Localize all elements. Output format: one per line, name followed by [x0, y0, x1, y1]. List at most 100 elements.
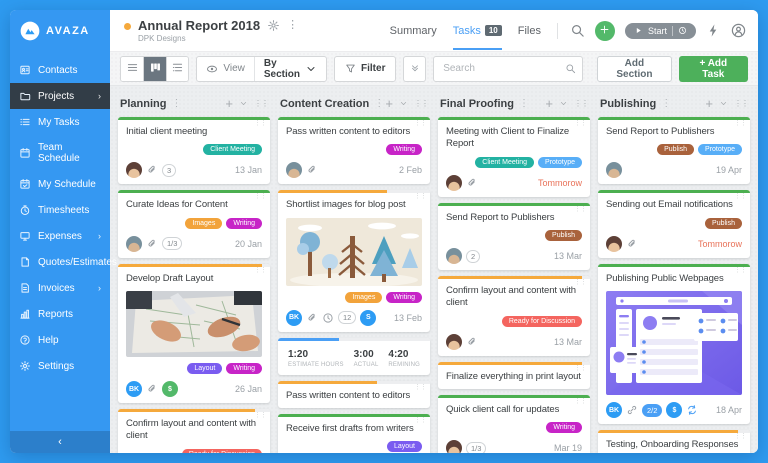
account-avatar-button[interactable]	[731, 23, 746, 38]
task-card[interactable]: ⋮⋮ Confirm layout and content with client…	[118, 409, 270, 453]
assignee-avatar[interactable]: BK	[606, 402, 622, 419]
assignee-avatar[interactable]	[606, 235, 622, 252]
kebab-icon[interactable]: ⋮	[171, 98, 182, 109]
project-menu-kebab-icon[interactable]: ⋮	[287, 19, 299, 31]
add-task-to-column-icon[interactable]: +	[545, 96, 553, 111]
assignee-avatar[interactable]	[126, 162, 142, 179]
task-card[interactable]: ⋮⋮ Pass written content to editors Writing…	[278, 117, 430, 185]
sidebar-item-invoices[interactable]: Invoices ›	[10, 275, 110, 301]
add-task-to-column-icon[interactable]: +	[225, 96, 233, 111]
add-task-to-column-icon[interactable]: +	[705, 96, 713, 111]
sidebar-item-reports[interactable]: Reports	[10, 301, 110, 327]
add-section-button[interactable]: Add Section	[597, 55, 672, 82]
sidebar-item-timesheets[interactable]: Timesheets	[10, 197, 110, 223]
add-task-to-column-icon[interactable]: +	[385, 96, 393, 111]
drag-handle-icon[interactable]: ⋮⋮	[734, 99, 749, 108]
start-timer-button[interactable]: Start	[624, 22, 696, 39]
task-card[interactable]: ⋮⋮ Confirm layout and content with client…	[438, 276, 590, 356]
task-card[interactable]: ⋮⋮ Shortlist images for blog post Images Wr…	[278, 190, 430, 332]
drag-handle-icon[interactable]: ⋮⋮	[414, 99, 429, 108]
sidebar-item-help[interactable]: Help	[10, 327, 110, 353]
chevron-down-icon[interactable]	[239, 99, 248, 108]
kebab-icon[interactable]: ⋮	[518, 98, 529, 109]
task-card[interactable]: ⋮⋮ Send Report to Publishers Publish 2 13 Ma…	[438, 202, 590, 271]
play-icon	[634, 26, 643, 35]
filter-button[interactable]: Filter	[334, 55, 397, 82]
project-tabs: Summary Tasks 10 Files	[390, 12, 541, 50]
assignee-avatar[interactable]	[446, 174, 462, 191]
column-header-icons: + ⋮⋮	[225, 96, 269, 111]
task-card[interactable]: ⋮⋮ Publishing Public Webpages BK 2/2 $18 Apr	[598, 263, 750, 425]
sidebar-item-projects[interactable]: Projects ›	[10, 83, 110, 109]
groupby-value: By Section	[263, 57, 301, 80]
task-card[interactable]: ⋮⋮ Develop Draft Layout Layout Writing BK $26…	[118, 263, 270, 404]
view-button[interactable]: View	[197, 57, 254, 81]
project-settings-gear-icon[interactable]	[267, 19, 280, 32]
tab-tasks[interactable]: Tasks 10	[452, 12, 502, 50]
time-tracking-card[interactable]: 1:20 ESTIMATE HOURS 3:00 ACTUAL 4:20 REMINING	[278, 337, 430, 375]
drag-handle-icon[interactable]: ⋮⋮	[254, 99, 269, 108]
sidebar-item-my-tasks[interactable]: My Tasks	[10, 109, 110, 135]
task-card[interactable]: ⋮⋮ Send Report to Publishers Publish Protot…	[598, 117, 750, 185]
chevron-down-icon[interactable]	[399, 99, 408, 108]
task-card[interactable]: ⋮⋮ Quick client call for updates Writing 1/…	[438, 395, 590, 453]
detail-view-button[interactable]	[165, 56, 189, 81]
tag-client-meeting: Client Meeting	[475, 156, 535, 168]
assignee-avatar[interactable]	[606, 162, 622, 179]
chevron-down-icon[interactable]	[719, 99, 728, 108]
sidebar-item-expenses[interactable]: Expenses ›	[10, 223, 110, 249]
quick-add-button[interactable]	[594, 20, 615, 41]
task-card[interactable]: ⋮⋮ Initial client meeting Client Meeting 3 1…	[118, 117, 270, 185]
card-progress-bar	[598, 430, 738, 434]
assignee-avatar[interactable]: S	[360, 309, 377, 326]
sidebar-collapse-button[interactable]: ‹	[10, 431, 110, 453]
task-card[interactable]: ⋮⋮ Testing, Onboarding Responses	[598, 430, 750, 453]
kebab-icon[interactable]: ⋮	[661, 98, 672, 109]
assignee-avatar[interactable]: $	[162, 381, 178, 398]
tag-publish: Publish	[545, 230, 582, 242]
kanban-view-button[interactable]	[143, 56, 166, 81]
bolt-icon	[706, 23, 721, 38]
assignee-avatar[interactable]	[446, 440, 462, 453]
settings-icon	[19, 360, 31, 372]
assignee-avatar[interactable]	[126, 235, 142, 252]
list-view-button[interactable]	[121, 56, 144, 81]
notifications-bolt-button[interactable]	[706, 23, 721, 38]
groupby-dropdown[interactable]: By Section	[253, 56, 326, 81]
board-column-content-creation: Content Creation ⋮ + ⋮⋮ ⋮⋮ Pass written conte…	[278, 94, 430, 453]
tab-files[interactable]: Files	[518, 12, 541, 50]
assignee-avatar[interactable]: BK	[126, 381, 142, 398]
drag-handle-icon[interactable]: ⋮⋮	[574, 99, 589, 108]
task-card[interactable]: ⋮⋮ Pass written content to editors	[278, 380, 430, 409]
search-input[interactable]	[433, 55, 584, 82]
chevron-down-icon[interactable]	[559, 99, 568, 108]
chevron-right-icon: ›	[98, 231, 101, 241]
task-card[interactable]: ⋮⋮ Sending out Email notifications Publish…	[598, 190, 750, 258]
sidebar-item-team-schedule[interactable]: Team Schedule	[10, 135, 110, 171]
kebab-icon[interactable]: ⋮	[374, 98, 385, 109]
task-card-footer: 1/3 Mar 19	[446, 440, 582, 453]
task-card[interactable]: ⋮⋮ Finalize everything in print layout	[438, 361, 590, 390]
sidebar-item-settings[interactable]: Settings	[10, 353, 110, 379]
sidebar-item-contacts[interactable]: Contacts	[10, 57, 110, 83]
task-card-title: Finalize everything in print layout	[446, 370, 581, 382]
assignee-avatar[interactable]	[446, 333, 462, 350]
tab-summary[interactable]: Summary	[390, 12, 437, 50]
sidebar-item-my-schedule[interactable]: My Schedule	[10, 171, 110, 197]
assignee-avatar[interactable]: $	[666, 402, 683, 419]
task-card[interactable]: ⋮⋮ Meeting with Client to Finalize Report…	[438, 117, 590, 197]
collapse-all-button[interactable]	[403, 55, 427, 82]
assignee-avatar[interactable]	[286, 162, 302, 179]
add-task-button[interactable]: + Add Task	[678, 55, 748, 82]
assignee-avatar[interactable]	[446, 248, 462, 265]
task-card[interactable]: ⋮⋮ Receive first drafts from writers Layou…	[278, 414, 430, 453]
sidebar-item-quotes-estimates[interactable]: Quotes/Estimates	[10, 249, 117, 275]
logo[interactable]: AVAZA	[10, 10, 110, 53]
task-card[interactable]: ⋮⋮ Curate Ideas for Content Images Writing 1…	[118, 190, 270, 258]
paperclip-icon	[466, 336, 478, 348]
assignee-avatar[interactable]: BK	[286, 309, 302, 326]
task-card-title: Pass written content to editors	[286, 389, 411, 401]
sidebar-nav: Contacts Projects › My Tasks Team Schedule My…	[10, 57, 117, 379]
logo-text: AVAZA	[46, 25, 90, 37]
global-search-button[interactable]	[570, 23, 585, 38]
